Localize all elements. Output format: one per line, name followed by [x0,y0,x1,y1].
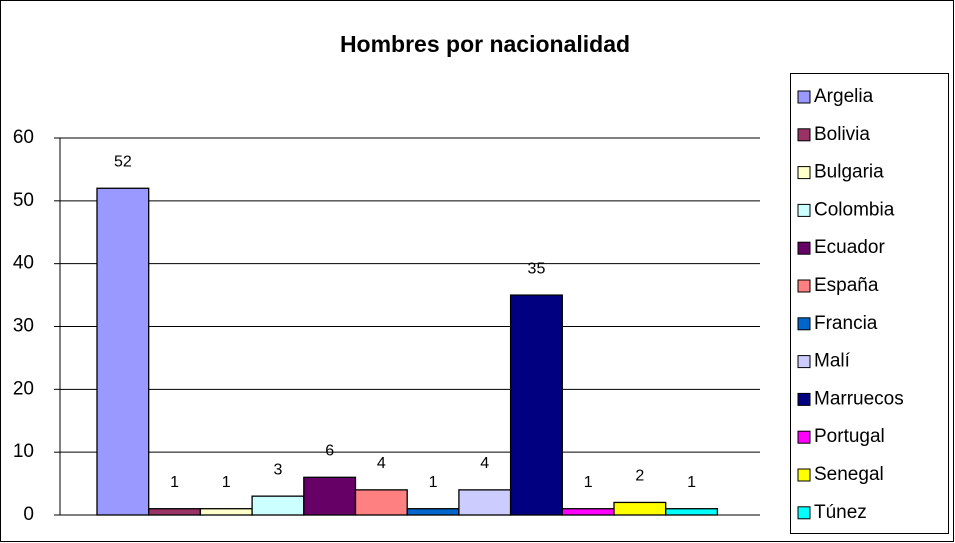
y-tick-label: 60 [13,127,34,148]
legend-label: Francia [814,313,878,334]
legend-label: Marruecos [814,388,904,409]
legend-swatch [797,90,811,104]
bar [458,489,512,516]
data-label: 4 [480,455,489,472]
data-label: 1 [584,474,593,491]
legend-swatch [797,279,811,293]
bar [665,508,719,516]
bar [613,501,667,516]
data-label: 4 [377,455,386,472]
bar [96,187,150,516]
y-tick-label: 10 [13,441,34,462]
data-label: 6 [325,443,334,460]
legend-label: Malí [814,351,851,372]
legend-swatch [797,506,811,520]
bar [406,508,460,516]
bar [199,508,253,516]
bar [148,508,202,516]
legend-swatch [797,128,811,142]
legend-swatch [797,203,811,217]
y-tick-label: 0 [23,504,34,525]
bar [303,476,357,516]
legend-swatch [797,355,811,369]
legend-label: Bolivia [814,124,870,145]
y-tick-label: 40 [13,253,34,274]
data-label: 1 [170,474,179,491]
bar [509,294,563,516]
bar [251,495,305,516]
legend-label: España [814,275,879,296]
legend-swatch [797,241,811,255]
legend-swatch [797,468,811,482]
y-tick-label: 20 [13,378,34,399]
chart-title: Hombres por nacionalidad [340,31,630,57]
legend-label: Portugal [814,426,885,447]
data-label: 52 [114,153,132,170]
y-tick-label: 30 [13,316,34,337]
legend-label: Colombia [814,199,895,220]
legend-box [790,73,949,534]
legend-swatch [797,317,811,331]
data-label: 1 [222,474,231,491]
data-label: 1 [429,474,438,491]
legend-swatch [797,392,811,406]
y-tick-label: 50 [13,190,34,211]
data-label: 1 [687,474,696,491]
bar [561,508,615,516]
data-label: 35 [528,260,546,277]
legend-label: Bulgaria [814,162,884,183]
legend-label: Túnez [814,502,867,523]
data-label: 2 [635,468,644,485]
legend-swatch [797,166,811,180]
data-label: 3 [273,461,282,478]
bar [354,489,408,516]
legend-swatch [797,430,811,444]
legend-label: Senegal [814,464,884,485]
legend-label: Argelia [814,86,874,107]
legend-label: Ecuador [814,237,885,258]
